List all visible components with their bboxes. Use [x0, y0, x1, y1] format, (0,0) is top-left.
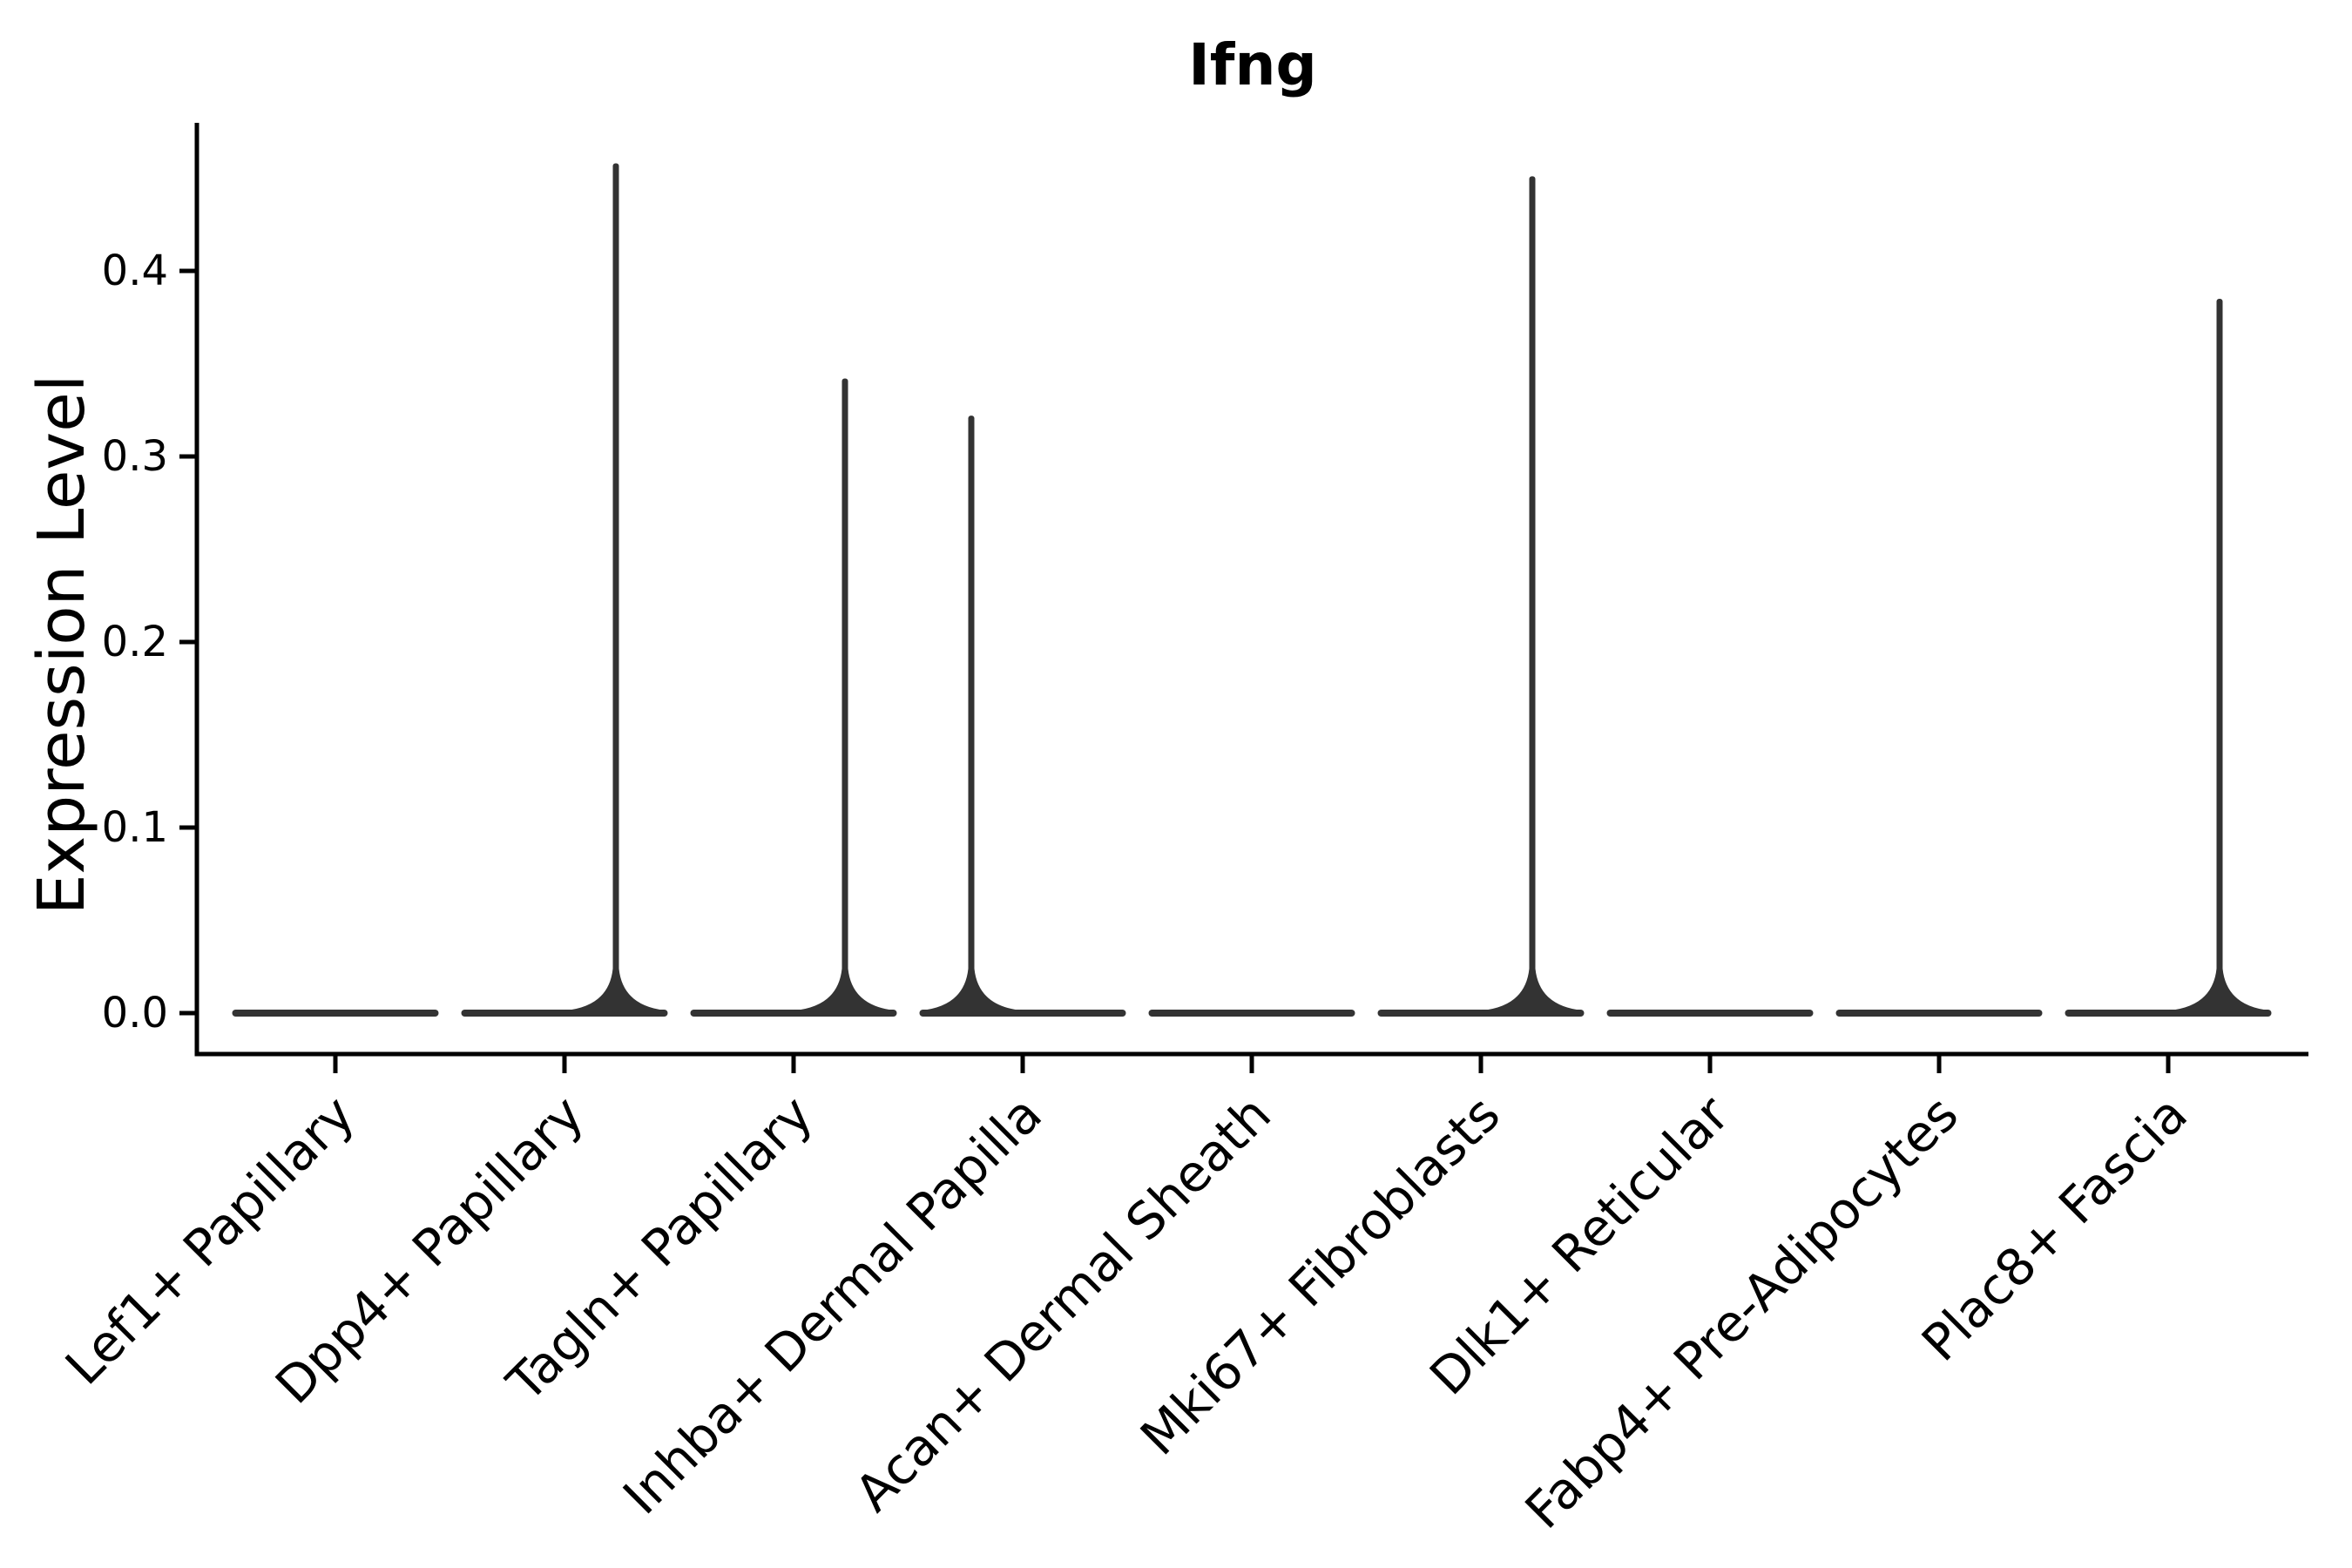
y-axis-label: Expression Level: [24, 375, 99, 916]
y-tick-label: 0.4: [102, 247, 168, 295]
y-tick-label: 0.2: [102, 618, 168, 666]
x-tick-label: Inhba+ Dermal Papilla: [612, 1085, 1053, 1526]
violin-spike: [1529, 176, 1536, 1013]
y-tick-label: 0.1: [102, 803, 168, 852]
violin-shapes: [232, 163, 2272, 1017]
violin-body: [1148, 1010, 1355, 1017]
y-tick-label: 0.0: [102, 989, 168, 1037]
violin-spike: [968, 416, 975, 1013]
x-tick-label: Acan+ Dermal Sheath: [843, 1085, 1281, 1523]
violin-body: [1835, 1010, 2043, 1017]
chart-title: Ifng: [1188, 31, 1317, 98]
violin-spike: [2216, 298, 2223, 1013]
y-tick-label: 0.3: [102, 432, 168, 481]
violin-spike: [612, 163, 619, 1013]
x-tick-label: Fabp4+ Pre-Adipocytes: [1514, 1085, 1970, 1540]
violin-body: [232, 1010, 439, 1017]
axes: [179, 123, 2308, 1073]
violin-body: [1606, 1010, 1814, 1017]
violin-spike: [841, 378, 848, 1013]
